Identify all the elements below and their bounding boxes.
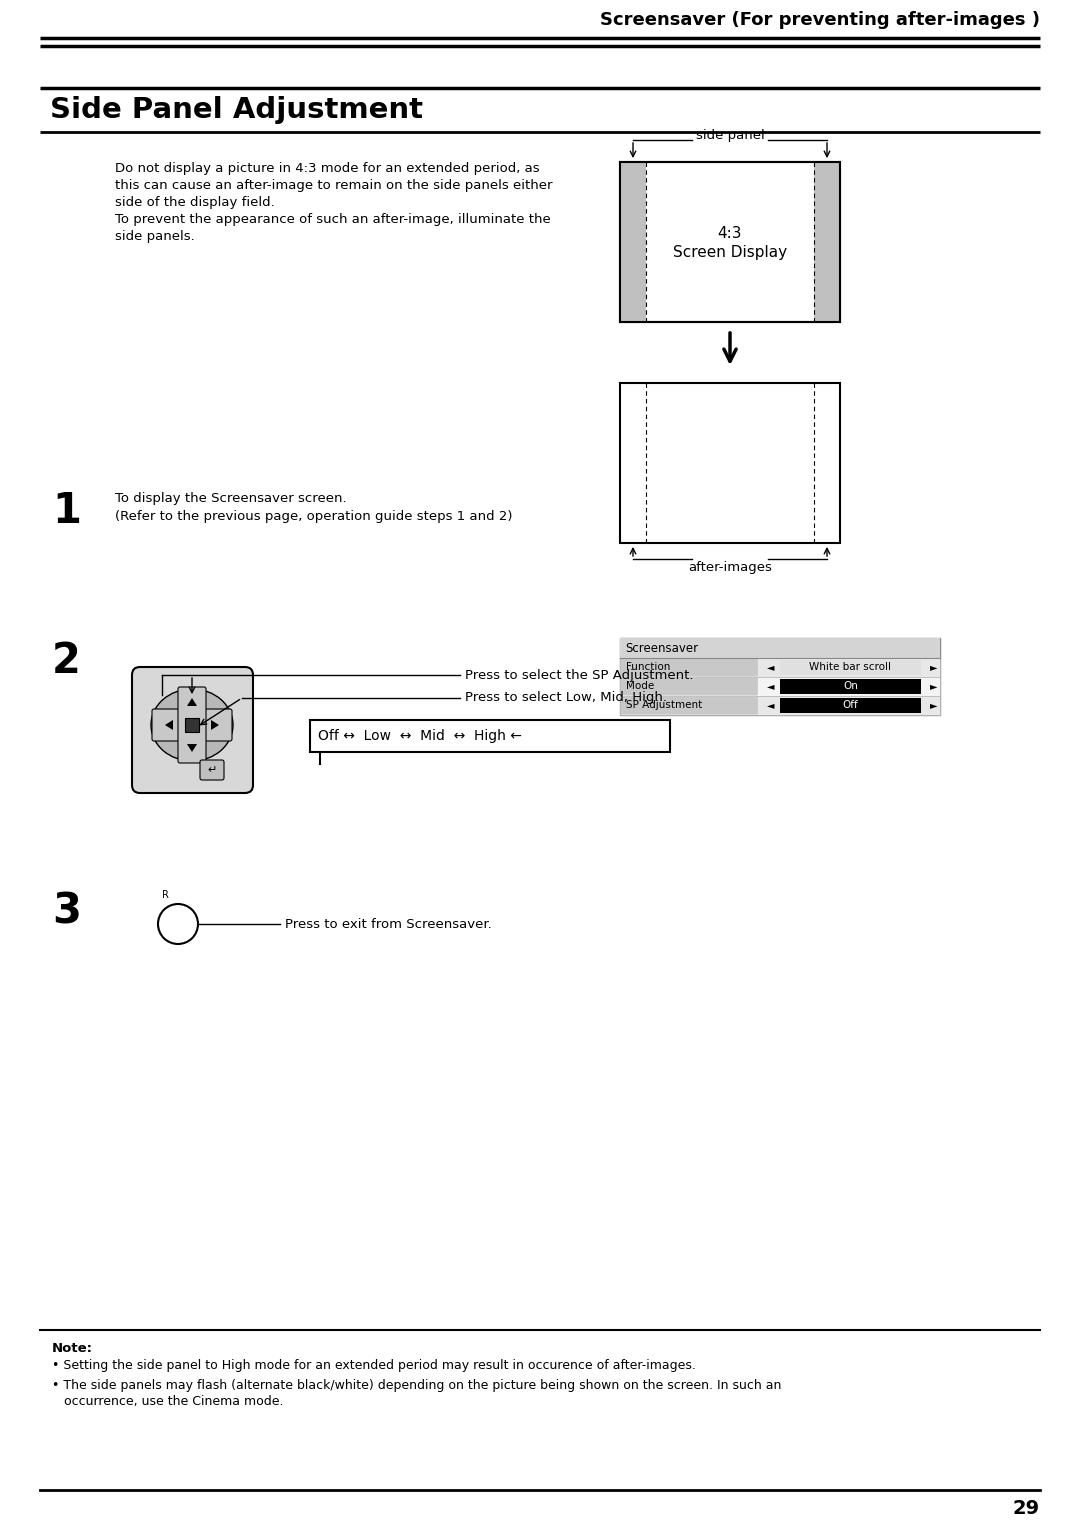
Text: ►: ► bbox=[930, 700, 937, 711]
Polygon shape bbox=[165, 720, 173, 730]
Text: 2: 2 bbox=[52, 640, 81, 681]
Bar bbox=[620, 677, 940, 695]
Text: ◄: ◄ bbox=[767, 700, 774, 711]
Text: Screensaver: Screensaver bbox=[625, 642, 698, 654]
Bar bbox=[620, 695, 940, 715]
Text: ◄: ◄ bbox=[767, 681, 774, 691]
Text: this can cause an after-image to remain on the side panels either: this can cause an after-image to remain … bbox=[114, 179, 553, 193]
FancyBboxPatch shape bbox=[621, 659, 758, 677]
Polygon shape bbox=[187, 744, 197, 752]
Bar bbox=[620, 384, 840, 542]
Text: 29: 29 bbox=[1013, 1499, 1040, 1517]
FancyBboxPatch shape bbox=[132, 668, 253, 793]
Text: Mode: Mode bbox=[626, 681, 654, 691]
FancyBboxPatch shape bbox=[621, 697, 758, 715]
Text: Press to select the SP Adjustment.: Press to select the SP Adjustment. bbox=[465, 669, 693, 681]
Text: Screensaver (For preventing after-images ): Screensaver (For preventing after-images… bbox=[600, 11, 1040, 29]
Bar bbox=[780, 698, 921, 714]
Text: ↵: ↵ bbox=[207, 766, 217, 775]
Text: • The side panels may flash (alternate black/white) depending on the picture bei: • The side panels may flash (alternate b… bbox=[52, 1378, 781, 1392]
Ellipse shape bbox=[151, 689, 233, 761]
FancyBboxPatch shape bbox=[178, 688, 206, 762]
Bar bbox=[814, 162, 840, 322]
Text: On: On bbox=[843, 681, 858, 691]
FancyBboxPatch shape bbox=[152, 709, 232, 741]
Text: side of the display field.: side of the display field. bbox=[114, 196, 274, 209]
Text: ►: ► bbox=[930, 662, 937, 672]
Text: To prevent the appearance of such an after-image, illuminate the: To prevent the appearance of such an aft… bbox=[114, 212, 551, 226]
Bar bbox=[620, 639, 940, 715]
Text: (Refer to the previous page, operation guide steps 1 and 2): (Refer to the previous page, operation g… bbox=[114, 510, 513, 523]
Circle shape bbox=[158, 905, 198, 944]
Text: occurrence, use the Cinema mode.: occurrence, use the Cinema mode. bbox=[52, 1395, 283, 1409]
Text: 3: 3 bbox=[52, 889, 81, 932]
Polygon shape bbox=[187, 698, 197, 706]
Text: Screen Display: Screen Display bbox=[673, 244, 787, 260]
FancyBboxPatch shape bbox=[621, 677, 758, 695]
FancyBboxPatch shape bbox=[200, 759, 224, 779]
Text: Off: Off bbox=[842, 700, 859, 711]
Text: side panels.: side panels. bbox=[114, 231, 194, 243]
Text: • Setting the side panel to High mode for an extended period may result in occur: • Setting the side panel to High mode fo… bbox=[52, 1360, 696, 1372]
Text: ◄: ◄ bbox=[767, 662, 774, 672]
Text: side panel: side panel bbox=[696, 128, 765, 142]
Text: Press to select Low, Mid, High.: Press to select Low, Mid, High. bbox=[465, 692, 667, 704]
Text: Note:: Note: bbox=[52, 1342, 93, 1354]
Text: 1: 1 bbox=[52, 490, 81, 532]
Bar bbox=[620, 639, 940, 659]
Text: To display the Screensaver screen.: To display the Screensaver screen. bbox=[114, 492, 347, 504]
Text: Off ↔  Low  ↔  Mid  ↔  High ←: Off ↔ Low ↔ Mid ↔ High ← bbox=[318, 729, 522, 743]
Text: Function: Function bbox=[626, 662, 671, 672]
Bar bbox=[620, 162, 646, 322]
Text: ►: ► bbox=[930, 681, 937, 691]
Text: Press to exit from Screensaver.: Press to exit from Screensaver. bbox=[285, 917, 491, 931]
Bar bbox=[620, 162, 840, 322]
Bar bbox=[620, 162, 840, 322]
Text: SP Adjustment: SP Adjustment bbox=[626, 700, 702, 711]
Text: Do not display a picture in 4:3 mode for an extended period, as: Do not display a picture in 4:3 mode for… bbox=[114, 162, 540, 176]
Bar bbox=[310, 720, 670, 752]
Bar bbox=[185, 718, 199, 732]
Text: 4:3: 4:3 bbox=[718, 226, 742, 241]
Polygon shape bbox=[211, 720, 219, 730]
Text: R: R bbox=[162, 889, 168, 900]
Text: Side Panel Adjustment: Side Panel Adjustment bbox=[50, 96, 423, 124]
Text: White bar scroll: White bar scroll bbox=[809, 662, 891, 672]
Text: after-images: after-images bbox=[688, 561, 772, 575]
Bar bbox=[780, 678, 921, 694]
Bar bbox=[780, 660, 921, 675]
Bar bbox=[620, 659, 940, 677]
